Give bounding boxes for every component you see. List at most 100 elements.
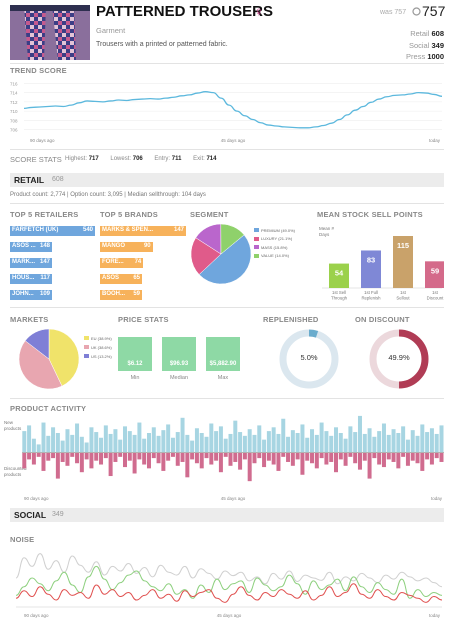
new-products-bar — [338, 433, 343, 452]
replenished-title: REPLENISHED — [263, 315, 319, 324]
new-products-bar — [343, 438, 348, 452]
brand-name: MARKS & SPEN... — [102, 227, 154, 233]
new-products-bar — [146, 433, 151, 452]
new-products-bar — [218, 426, 223, 452]
social-section-header: SOCIAL 349 — [10, 508, 444, 522]
new-products-bar — [420, 424, 425, 452]
new-products-bar — [84, 442, 89, 452]
discounted-products-bar — [300, 453, 305, 475]
discounted-products-bar — [218, 453, 223, 473]
brand-value: 74 — [134, 259, 142, 265]
legend-swatch — [254, 236, 259, 241]
brand-bar[interactable]: BOOH... 59 — [100, 290, 142, 300]
noise-series-line — [15, 553, 443, 588]
on-discount-title: ON DISCOUNT — [355, 315, 410, 324]
mean-stock-bar-label: 1st Full — [364, 290, 378, 295]
mean-stock-bar-value: 59 — [431, 266, 439, 275]
product-thumbnail — [10, 5, 90, 60]
discounted-products-bar — [420, 453, 425, 471]
discounted-products-bar — [70, 453, 75, 457]
price-stat-label: Min — [130, 375, 140, 381]
replenished-donut — [279, 329, 339, 389]
retailer-bar[interactable]: FARFETCH (UK) 540 — [10, 226, 95, 236]
discounted-products-bar — [60, 453, 65, 462]
new-products-bar — [60, 440, 65, 452]
markets-title: MARKETS — [10, 315, 49, 324]
new-products-bar — [41, 422, 46, 452]
discounted-products-bar — [84, 453, 89, 460]
was-score: was 757 — [380, 9, 406, 16]
new-products-bar — [204, 436, 209, 452]
thumbnail-pattern — [10, 5, 90, 60]
new-products-bar — [170, 437, 175, 452]
brand-bar[interactable]: MARKS & SPEN... 147 — [100, 226, 186, 236]
mean-stock-bar — [361, 250, 381, 288]
discounted-products-bar — [242, 453, 247, 460]
discounted-products-bar — [324, 453, 329, 465]
discounted-products-bar — [252, 453, 257, 464]
noise-x-tick: 45 days ago — [217, 613, 242, 618]
price-stats-title: PRICE STATS — [118, 315, 169, 324]
new-products-bar — [175, 432, 180, 452]
price-stat-value: $5,882.90 — [209, 361, 237, 367]
new-products-bar — [27, 425, 32, 452]
brand-value: 59 — [133, 291, 140, 297]
donut-fill — [279, 329, 339, 389]
legend-label: PREMIUM (49.0%) — [261, 227, 296, 233]
new-products-bar — [79, 436, 84, 452]
retailer-bar[interactable]: ASOS ... 148 — [10, 242, 52, 252]
new-products-bar — [353, 432, 358, 452]
retailer-bar[interactable]: MARK... 147 — [10, 258, 52, 268]
markets-pie-chart — [18, 328, 80, 390]
brand-bar[interactable]: ASOS 65 — [100, 274, 142, 284]
new-products-bar — [166, 424, 171, 452]
top-retailers-chart: FARFETCH (UK) 540 ASOS ... 148 MARK... 147 HOU… — [10, 226, 95, 306]
discounted-products-bar — [281, 453, 286, 457]
new-products-bar — [55, 433, 60, 452]
mean-stock-bar — [393, 236, 413, 288]
discounted-products-bar — [228, 453, 233, 466]
discounted-products-bar — [51, 453, 56, 459]
discounted-products-bar — [377, 453, 382, 465]
noise-series-line — [15, 583, 443, 603]
new-products-bar — [391, 429, 396, 452]
discounted-products-bar — [329, 453, 334, 462]
price-stats-boxes: $6.12 Min $96.93 Median $5,882.90 Max — [118, 337, 248, 387]
retailer-value: 117 — [40, 275, 50, 281]
retailer-name: HOUS... — [12, 275, 35, 281]
discounted-products-bar — [79, 453, 84, 473]
mean-stock-bar-label: Replenish — [361, 296, 381, 301]
trend-y-tick: 710 — [10, 109, 18, 114]
brand-bar[interactable]: MANGO 90 — [100, 242, 153, 252]
discounted-products-bar — [353, 453, 358, 464]
activity-x-tick: today — [431, 496, 443, 501]
new-products-bar — [22, 431, 27, 452]
new-products-bar — [161, 430, 166, 452]
price-stat-box: $5,882.90 — [206, 337, 240, 371]
score-value: 757 — [422, 3, 446, 19]
retailer-bar[interactable]: JOHN... 109 — [10, 290, 52, 300]
new-products-bar — [228, 433, 233, 452]
discounted-products-bar — [233, 453, 238, 462]
pie-slice — [190, 237, 222, 275]
trend-y-tick: 712 — [10, 100, 18, 105]
noise-chart: 90 days ago 45 days ago today — [15, 553, 443, 618]
new-products-bar — [223, 438, 228, 452]
brand-bar[interactable]: FORE... 74 — [100, 258, 144, 268]
new-products-bar — [348, 426, 353, 452]
retailer-bar[interactable]: HOUS... 117 — [10, 274, 52, 284]
new-products-bar — [372, 436, 377, 452]
discounted-products-bar — [180, 453, 185, 462]
discounted-products-bar — [65, 453, 70, 466]
pie-slice — [18, 340, 63, 390]
noise-x-tick: today — [429, 613, 441, 618]
discounted-products-bar — [290, 453, 295, 466]
legend-swatch — [254, 228, 259, 232]
top-brands-chart: MARKS & SPEN... 147 MANGO 90 FORE... 74 ASOS 65… — [100, 226, 186, 306]
markets-legend: EU (38.9%) UK (38.6%) US (13.2%) — [84, 336, 124, 366]
new-products-bar — [209, 423, 214, 452]
trend-score-title: TREND SCORE — [10, 66, 67, 75]
discounted-products-bar — [75, 453, 80, 464]
new-products-bar — [386, 434, 391, 452]
price-stat-value: $96.93 — [169, 361, 189, 367]
